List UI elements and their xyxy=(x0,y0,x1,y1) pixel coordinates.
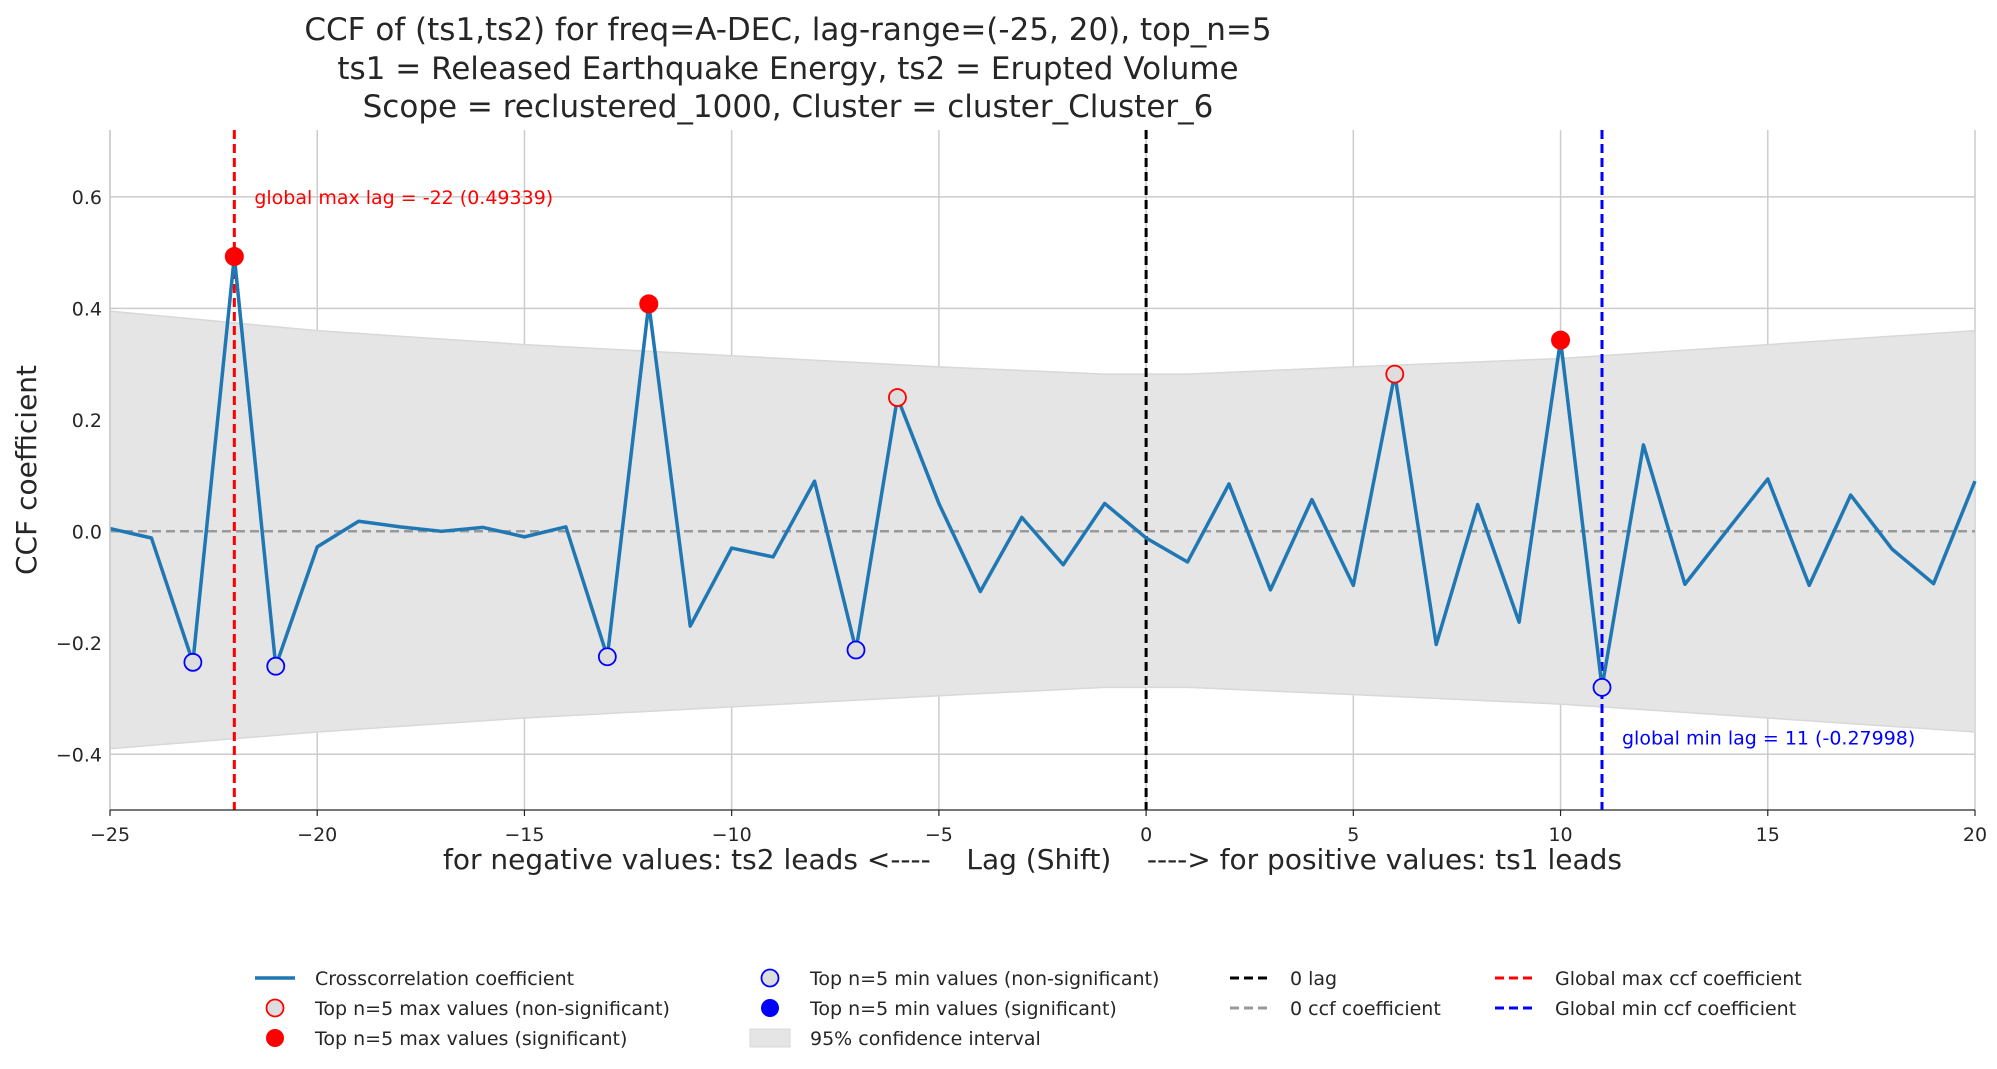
x-tick-label: −25 xyxy=(90,824,130,846)
legend-label: 95% confidence interval xyxy=(810,1028,1041,1050)
legend-label: Global min ccf coefficient xyxy=(1555,998,1796,1020)
legend: Crosscorrelation coefficient Top n=5 max … xyxy=(255,968,1802,1050)
chart-title: CCF of (ts1,ts2) for freq=A-DEC, lag-ran… xyxy=(304,12,1271,125)
x-tick-label: −5 xyxy=(925,824,953,846)
top-min-nonsignificant-marker xyxy=(183,652,203,672)
x-tick-label: −10 xyxy=(712,824,752,846)
legend-label: Top n=5 min values (non-significant) xyxy=(809,968,1159,990)
legend-handle-min-nonsig xyxy=(760,968,780,988)
x-tick-label: 15 xyxy=(1756,824,1780,846)
legend-handle-min-sig xyxy=(761,999,779,1017)
marker-layer xyxy=(183,247,1612,697)
legend-handle-max-sig xyxy=(266,1029,284,1047)
top-min-nonsignificant-marker xyxy=(266,656,286,676)
legend-label: Global max ccf coefficient xyxy=(1555,968,1802,990)
y-tick-label: −0.4 xyxy=(56,744,102,766)
x-tick-label: 5 xyxy=(1347,824,1359,846)
ccf-series-line xyxy=(109,254,1977,690)
top-max-significant-marker xyxy=(1551,330,1571,350)
legend-label: Top n=5 max values (significant) xyxy=(314,1028,627,1050)
global-min-annotation: global min lag = 11 (-0.27998) xyxy=(1622,728,1915,750)
legend-label: Crosscorrelation coefficient xyxy=(315,968,574,990)
global-max-annotation: global max lag = -22 (0.49339) xyxy=(254,187,553,209)
top-max-nonsignificant-marker xyxy=(1385,364,1405,384)
top-max-nonsignificant-marker xyxy=(888,388,907,407)
top-min-nonsignificant-marker xyxy=(1592,677,1612,697)
annotations: global max lag = -22 (0.49339) global mi… xyxy=(254,187,1915,750)
legend-label: 0 ccf coefficient xyxy=(1290,998,1441,1020)
series-layer xyxy=(109,254,1977,690)
title-line-2: ts1 = Released Earthquake Energy, ts2 = … xyxy=(337,51,1238,87)
y-tick-label: 0.0 xyxy=(72,521,102,543)
y-axis-label: CCF coefficient xyxy=(10,365,43,575)
x-tick-label: −15 xyxy=(504,824,544,846)
axes: −25 −20 −15 −10 −5 0 5 10 15 20 −0.4 −0.2 0.0 0.2 0.4 0… xyxy=(56,130,1987,846)
x-tick-label: 10 xyxy=(1548,824,1572,846)
title-line-1: CCF of (ts1,ts2) for freq=A-DEC, lag-ran… xyxy=(304,12,1271,48)
top-min-nonsignificant-marker xyxy=(846,640,866,660)
top-max-significant-marker xyxy=(224,247,244,267)
top-max-significant-marker xyxy=(639,294,659,314)
legend-handle-ci xyxy=(749,1028,791,1048)
legend-handle-max-nonsig xyxy=(265,998,285,1018)
legend-label: Top n=5 max values (non-significant) xyxy=(314,998,670,1020)
y-tick-label: 0.2 xyxy=(72,410,102,432)
top-min-nonsignificant-marker xyxy=(597,647,617,667)
y-tick-label: 0.4 xyxy=(72,298,102,320)
y-tick-label: −0.2 xyxy=(56,633,102,655)
x-tick-label: −20 xyxy=(297,824,337,846)
x-tick-label: 0 xyxy=(1140,824,1152,846)
x-axis-label: for negative values: ts2 leads <---- Lag… xyxy=(443,843,1622,876)
plot-area: global max lag = -22 (0.49339) global mi… xyxy=(109,130,1977,810)
confidence-band xyxy=(109,310,1976,750)
legend-label: 0 lag xyxy=(1290,968,1337,990)
x-tick-label: 20 xyxy=(1963,824,1987,846)
confidence-interval-band xyxy=(109,310,1976,750)
legend-label: Top n=5 min values (significant) xyxy=(809,998,1117,1020)
y-tick-label: 0.6 xyxy=(72,187,102,209)
title-line-3: Scope = reclustered_1000, Cluster = clus… xyxy=(363,89,1214,125)
